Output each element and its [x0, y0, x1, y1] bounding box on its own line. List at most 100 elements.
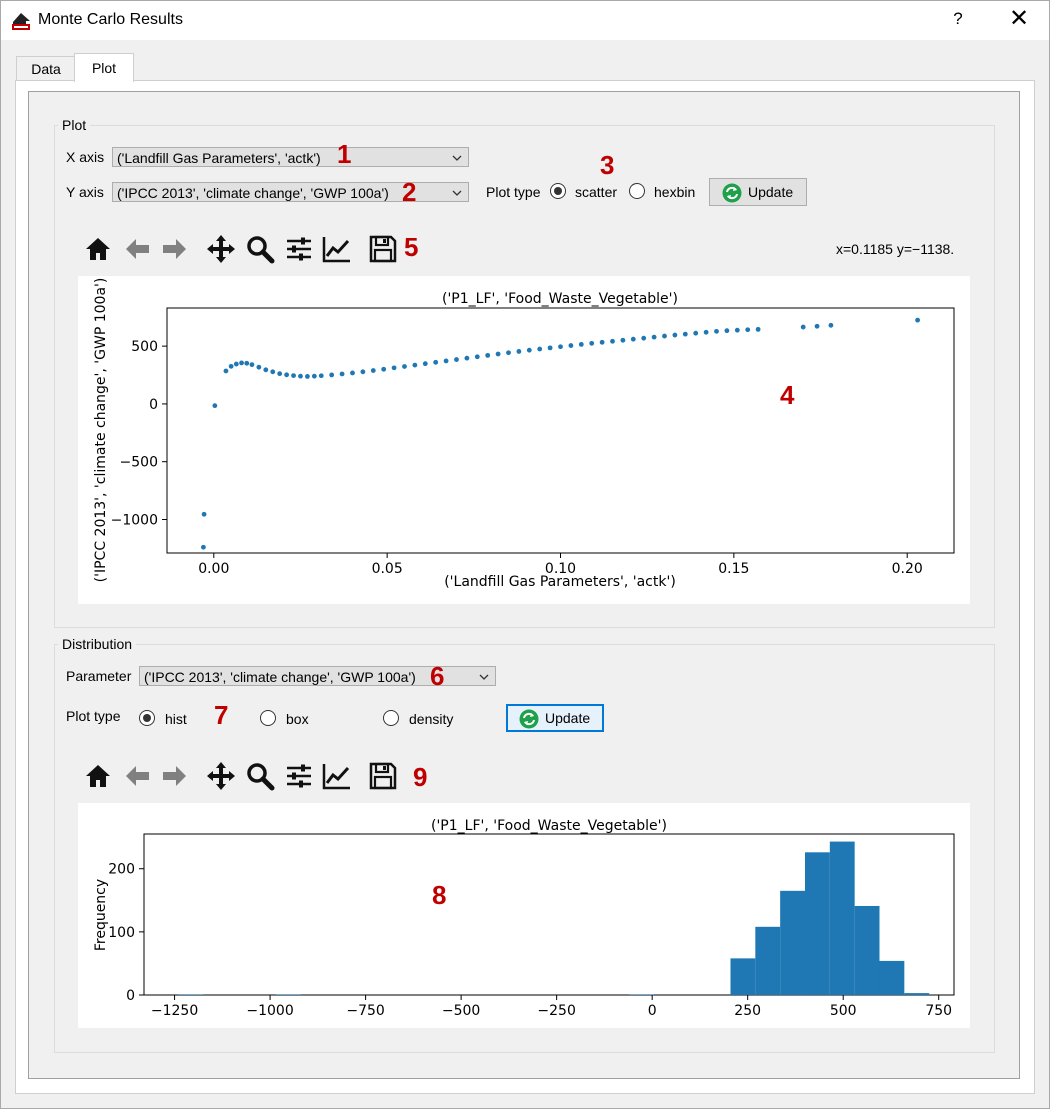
zoom-button[interactable]: [245, 234, 275, 264]
scatter-point: [714, 328, 719, 334]
home-button[interactable]: [83, 234, 113, 264]
scatter-point: [734, 327, 740, 333]
scatter-point: [350, 370, 355, 376]
scatter-x-axis-label: ('Landfill Gas Parameters', 'actk'): [444, 574, 676, 590]
box-radio-label[interactable]: box: [286, 711, 309, 727]
scatter-plot: ('P1_LF', 'Food_Waste_Vegetable') 0.00 0.…: [93, 278, 955, 590]
scatter-point: [703, 329, 709, 335]
x-axis-select[interactable]: ('Landfill Gas Parameters', 'actk'): [112, 147, 469, 167]
scatter-point: [724, 328, 730, 334]
scatter-y-tick-label: −1000: [111, 512, 158, 528]
pan-button[interactable]: [206, 761, 236, 791]
scatter-point: [589, 340, 595, 346]
scatter-point: [495, 351, 501, 357]
histogram-bar: [178, 994, 204, 995]
scatter-radio[interactable]: [550, 183, 566, 199]
edit-axis-icon: [322, 764, 350, 790]
histogram-canvas[interactable]: ('P1_LF', 'Food_Waste_Vegetable') −1250 −…: [78, 803, 970, 1028]
save-button[interactable]: [368, 761, 398, 791]
density-radio[interactable]: [383, 710, 399, 726]
distribution-plot-type-label: Plot type: [66, 708, 121, 724]
scatter-point: [277, 371, 283, 377]
scatter-point: [800, 324, 806, 330]
cursor-coordinate-readout: x=0.1185 y=−1138.: [836, 241, 955, 257]
configure-subplots-icon: [287, 237, 311, 261]
scatter-point: [291, 373, 296, 379]
scatter-point: [662, 333, 667, 339]
plot-update-label: Update: [748, 184, 794, 200]
histogram-x-tick-label: −1000: [246, 1003, 293, 1019]
scatter-point: [651, 334, 657, 340]
plot-group-title: Plot: [58, 117, 91, 133]
scatter-point: [693, 330, 699, 336]
pan-icon: [207, 235, 235, 263]
save-button[interactable]: [368, 234, 398, 264]
hist-radio-label[interactable]: hist: [165, 711, 187, 727]
scatter-point: [526, 347, 532, 353]
plot-update-button[interactable]: Update: [709, 178, 807, 206]
scatter-point: [682, 331, 688, 337]
y-axis-select-value: ('IPCC 2013', 'climate change', 'GWP 100…: [117, 185, 389, 201]
home-icon: [86, 238, 110, 260]
histogram-bar: [629, 994, 655, 995]
scatter-point: [391, 365, 397, 371]
close-button[interactable]: ✕: [1008, 5, 1030, 32]
scatter-point: [298, 373, 303, 379]
scatter-y-tick-label: 0: [149, 397, 158, 413]
annotation-8: 8: [432, 880, 447, 910]
help-button[interactable]: ?: [953, 9, 963, 28]
distribution-update-button[interactable]: Update: [506, 704, 604, 732]
histogram-x-tick-label: −250: [537, 1003, 575, 1019]
tab-plot[interactable]: Plot: [74, 53, 134, 82]
histogram-y-tick-label: 0: [126, 988, 135, 1004]
edit-axis-button[interactable]: [322, 234, 352, 264]
scatter-point: [228, 363, 234, 369]
configure-subplots-button[interactable]: [284, 761, 314, 791]
histogram-axes-frame: [143, 833, 955, 996]
scatter-y-tick-label: 500: [131, 339, 158, 355]
scatter-point: [915, 317, 920, 323]
scatter-point: [578, 342, 584, 347]
annotation-4: 4: [780, 380, 795, 410]
annotation-3: 3: [600, 150, 615, 180]
hexbin-radio-label[interactable]: hexbin: [654, 184, 696, 200]
scatter-radio-label[interactable]: scatter: [575, 184, 618, 200]
edit-axis-button[interactable]: [322, 761, 352, 791]
scatter-point: [630, 336, 636, 342]
hist-radio[interactable]: [139, 710, 155, 726]
scatter-point: [249, 362, 255, 368]
pan-button[interactable]: [206, 234, 236, 264]
tab-data[interactable]: Data: [16, 56, 76, 82]
annotation-5: 5: [404, 232, 419, 262]
distribution-update-label: Update: [545, 710, 591, 726]
density-radio-label[interactable]: density: [409, 711, 454, 727]
distribution-group-title: Distribution: [58, 636, 137, 652]
histogram-bar: [730, 958, 756, 995]
scatter-point: [402, 364, 407, 369]
scatter-canvas[interactable]: ('P1_LF', 'Food_Waste_Vegetable') 0.00 0.…: [78, 276, 970, 604]
hexbin-radio[interactable]: [629, 183, 645, 199]
back-button[interactable]: [122, 761, 152, 791]
histogram-x-tick-label: −750: [346, 1003, 384, 1019]
refresh-icon: [519, 709, 539, 729]
title-bar: Monte Carlo Results ? ✕: [0, 0, 1050, 40]
configure-subplots-button[interactable]: [284, 234, 314, 264]
histogram-y-axis-label: Frequency: [93, 879, 109, 951]
back-button[interactable]: [122, 234, 152, 264]
annotation-2: 2: [402, 177, 417, 207]
window-title: Monte Carlo Results: [38, 11, 183, 28]
y-axis-select[interactable]: ('IPCC 2013', 'climate change', 'GWP 100…: [112, 182, 469, 202]
scatter-point: [370, 368, 376, 373]
histogram-plot: ('P1_LF', 'Food_Waste_Vegetable') −1250 −…: [93, 818, 955, 1019]
histogram-y-tick-label: 200: [108, 862, 135, 878]
scatter-y-tick-label: −500: [120, 455, 158, 471]
box-radio[interactable]: [260, 710, 276, 726]
parameter-select[interactable]: ('IPCC 2013', 'climate change', 'GWP 100…: [139, 666, 496, 686]
scatter-point: [381, 366, 387, 372]
scatter-point: [745, 327, 751, 333]
forward-arrow-icon: [163, 766, 186, 786]
forward-button[interactable]: [160, 234, 190, 264]
home-button[interactable]: [83, 761, 113, 791]
forward-button[interactable]: [160, 761, 190, 791]
zoom-button[interactable]: [245, 761, 275, 791]
